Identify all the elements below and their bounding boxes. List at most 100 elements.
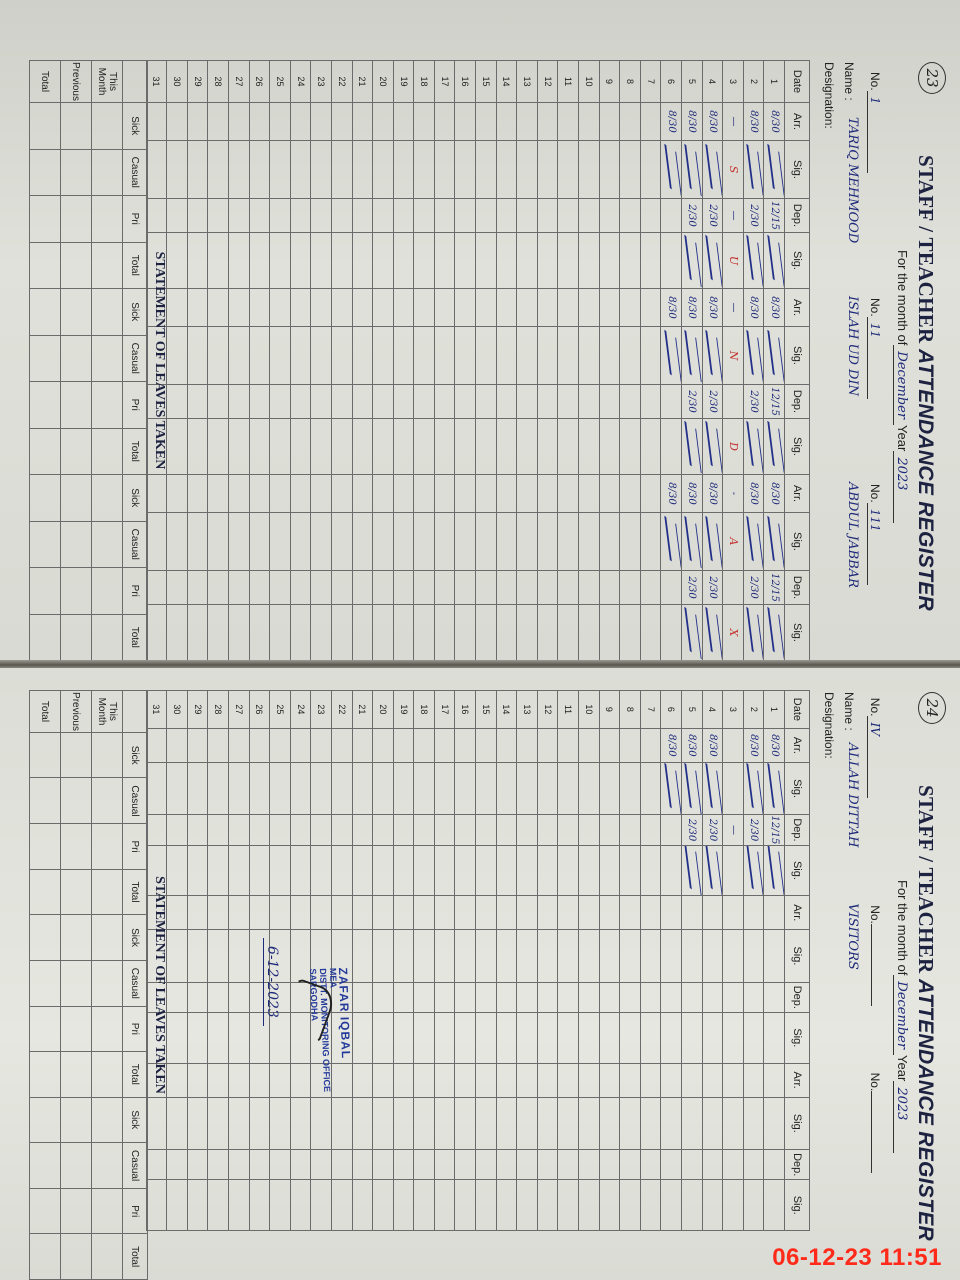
table-row: 19	[393, 690, 414, 1231]
cell-departure-signature	[516, 1179, 538, 1231]
cell-arrival-signature	[599, 512, 620, 571]
designation-label: Designation:	[822, 692, 836, 759]
cell-departure-signature	[207, 1179, 229, 1231]
cell-arrival-time	[207, 728, 229, 763]
staff-number-line: No.IV	[867, 698, 882, 799]
cell-departure-signature	[455, 604, 476, 661]
cell-departure-signature	[763, 1179, 785, 1231]
month-label: For the month of	[895, 250, 910, 346]
cell-departure-time	[290, 198, 311, 233]
cell-departure-time	[372, 1149, 394, 1180]
cell-arrival-time	[434, 1063, 455, 1098]
leaves-row-label: Total	[29, 60, 61, 103]
cell-arrival-signature	[619, 762, 641, 815]
cell-departure-time	[413, 1149, 435, 1180]
row-date: 25	[269, 60, 291, 103]
cell-departure-signature	[455, 845, 476, 896]
cell-departure-time	[537, 982, 558, 1013]
leaves-cell	[29, 777, 61, 824]
time-value: 8/30	[748, 110, 760, 133]
row-date: 1	[763, 60, 785, 103]
cell-arrival-time	[640, 102, 661, 141]
cell-departure-time	[393, 982, 414, 1013]
cell-departure-signature	[578, 418, 600, 475]
staff-number	[871, 923, 872, 1006]
cell-arrival-signature	[578, 762, 600, 815]
cell-arrival-time	[393, 288, 414, 327]
cell-arrival-time	[372, 728, 394, 763]
row-date: 17	[434, 60, 455, 103]
cell-arrival-signature	[413, 929, 435, 983]
cell-departure-signature	[743, 1179, 764, 1231]
leaves-column-header: Total	[122, 242, 148, 289]
table-row: 14	[496, 690, 517, 1231]
handwritten-signature	[766, 606, 785, 659]
cell-arrival-signature	[743, 512, 764, 571]
cell-departure-signature	[352, 1012, 373, 1064]
leaves-header-row: Sick Casual Pri Total Sick Casual Pri Total Sick…	[122, 690, 148, 1280]
cell-departure-time	[187, 384, 208, 419]
cell-arrival-time: 8/30	[743, 288, 764, 327]
leaves-cell	[60, 474, 92, 521]
handwritten-signature	[684, 606, 703, 659]
cell-arrival-time	[557, 895, 579, 930]
cell-arrival-signature	[187, 140, 208, 199]
cell-departure-time	[187, 1149, 208, 1180]
cell-departure-signature	[640, 232, 661, 289]
cell-departure-time	[393, 198, 414, 233]
column-header-sig: Sig.	[784, 1097, 810, 1150]
leaves-header-row: Sick Casual Pri Total Sick Casual Pri Total Sick…	[122, 60, 148, 661]
leaves-column-header: Sick	[122, 914, 148, 961]
leaves-column-header: Total	[122, 1051, 148, 1098]
cell-arrival-time	[393, 102, 414, 141]
cell-departure-time	[187, 982, 208, 1013]
column-header-dep: Dep.	[784, 198, 810, 233]
table-row: 3—	[722, 690, 744, 1231]
row-date: 18	[413, 690, 435, 729]
cell-arrival-signature	[516, 762, 538, 815]
cell-arrival-signature	[516, 512, 538, 571]
leaves-cell	[29, 474, 61, 521]
cell-arrival-time	[290, 288, 311, 327]
cell-departure-time	[269, 384, 291, 419]
cell-arrival-time	[763, 1063, 785, 1098]
cell-departure-signature	[393, 1179, 414, 1231]
cell-arrival-time	[496, 895, 517, 930]
cell-arrival-time	[352, 288, 373, 327]
cell-departure-signature	[393, 604, 414, 661]
cell-departure-time	[455, 570, 476, 605]
column-header-sig: Sig.	[784, 845, 810, 896]
cell-departure-signature	[331, 232, 353, 289]
row-date: 26	[249, 690, 270, 729]
cell-arrival-time	[228, 895, 250, 930]
cell-departure-time	[599, 570, 620, 605]
cell-departure-signature	[207, 845, 229, 896]
cell-arrival-signature	[599, 1097, 620, 1150]
cell-arrival-time	[455, 728, 476, 763]
cell-departure-time	[763, 982, 785, 1013]
cell-arrival-time	[722, 728, 744, 763]
leaves-cell	[91, 914, 123, 961]
handwritten-signature	[684, 143, 703, 196]
cell-arrival-signature	[660, 140, 682, 199]
cell-departure-time	[393, 814, 414, 846]
time-value: 8/30	[768, 110, 780, 133]
cell-departure-signature	[187, 1012, 208, 1064]
cell-arrival-signature	[228, 1097, 250, 1150]
cell-departure-time	[496, 570, 517, 605]
cell-departure-signature	[290, 604, 311, 661]
cell-arrival-time	[249, 102, 270, 141]
cell-arrival-signature	[187, 1097, 208, 1150]
handwritten-signature	[705, 845, 723, 896]
column-header-date: Date	[784, 690, 810, 729]
cell-departure-signature	[619, 1179, 641, 1231]
cell-departure-time	[413, 814, 435, 846]
cell-arrival-time	[352, 895, 373, 930]
cell-departure-signature	[702, 845, 723, 896]
leaves-cell	[29, 102, 61, 149]
table-row: 9	[599, 690, 620, 1231]
staff-name: VISITORS	[845, 903, 860, 970]
row-date: 10	[578, 690, 600, 729]
cell-arrival-time: 8/30	[702, 728, 723, 763]
cell-departure-signature	[537, 232, 558, 289]
